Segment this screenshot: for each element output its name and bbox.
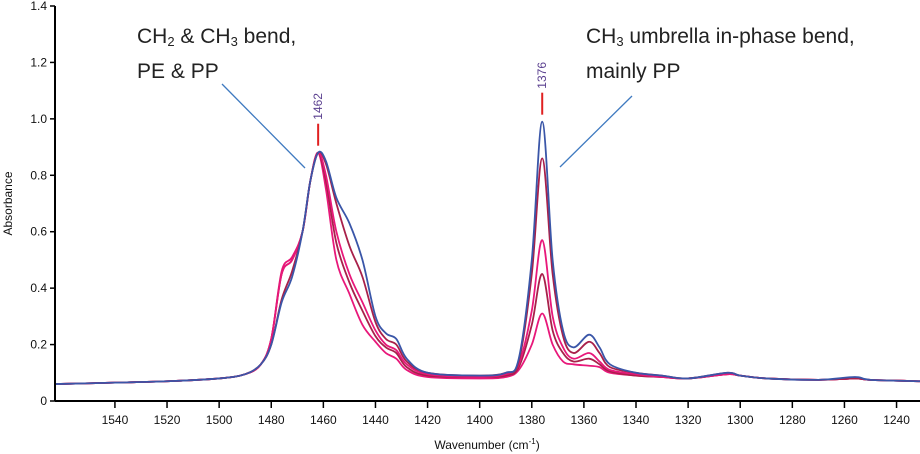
y-tick-label: 0.6	[30, 225, 47, 239]
x-tick-label: 1500	[206, 413, 233, 427]
annotation-ch2-ch3-bend: CH2 & CH3 bend, PE & PP	[137, 22, 296, 87]
ann-sub: 3	[230, 34, 238, 49]
x-tick-label: 1400	[466, 413, 493, 427]
y-tick-label: 1.4	[30, 0, 47, 13]
ann-text: umbrella in-phase bend,	[623, 25, 855, 48]
x-tick-label: 1380	[518, 413, 545, 427]
peak-label-1376: 1376	[535, 62, 549, 89]
x-tick-label: 1460	[310, 413, 337, 427]
y-tick-label: 0	[40, 394, 47, 408]
x-tick-label: 1240	[883, 413, 910, 427]
y-tick-label: 1.0	[30, 112, 47, 126]
spectrum-series-1	[54, 151, 920, 385]
ann-text: bend,	[237, 25, 297, 48]
x-tick-label: 1340	[623, 413, 650, 427]
ann-sub: 3	[616, 34, 624, 49]
y-axis-label: Absorbance	[1, 171, 15, 235]
ann-text: mainly PP	[586, 60, 681, 83]
x-tick-label: 1540	[102, 413, 129, 427]
spectrum-series-0	[54, 151, 920, 385]
ann-text: PE & PP	[137, 60, 219, 83]
y-tick-label: 0.8	[30, 168, 47, 182]
x-tick-label: 1300	[727, 413, 754, 427]
spectrum-series-4	[54, 120, 920, 385]
x-tick-label: 1320	[675, 413, 702, 427]
spectrum-series-3	[54, 151, 920, 385]
x-tick-label: 1440	[362, 413, 389, 427]
annotation-pointer-1462	[221, 83, 306, 169]
spectrum-series-2	[54, 151, 920, 385]
x-axis-label: Wavenumber (cm-1)	[434, 437, 539, 452]
y-tick-label: 0.2	[30, 338, 47, 352]
annotation-pointer-1376	[559, 95, 633, 168]
y-tick-label: 1.2	[30, 55, 47, 69]
peak-label-1462: 1462	[311, 93, 325, 120]
annotation-ch3-umbrella: CH3 umbrella in-phase bend, mainly PP	[586, 22, 855, 87]
x-tick-label: 1420	[414, 413, 441, 427]
ann-sub: 2	[167, 34, 175, 49]
x-tick-label: 1480	[258, 413, 285, 427]
ann-text: CH	[586, 25, 617, 48]
ann-text: & CH	[174, 25, 231, 48]
x-tick-label: 1360	[571, 413, 598, 427]
x-tick-label: 1280	[779, 413, 806, 427]
y-tick-label: 0.4	[30, 281, 47, 295]
x-tick-label: 1520	[154, 413, 181, 427]
ann-text: CH	[137, 25, 168, 48]
x-tick-label: 1260	[831, 413, 858, 427]
